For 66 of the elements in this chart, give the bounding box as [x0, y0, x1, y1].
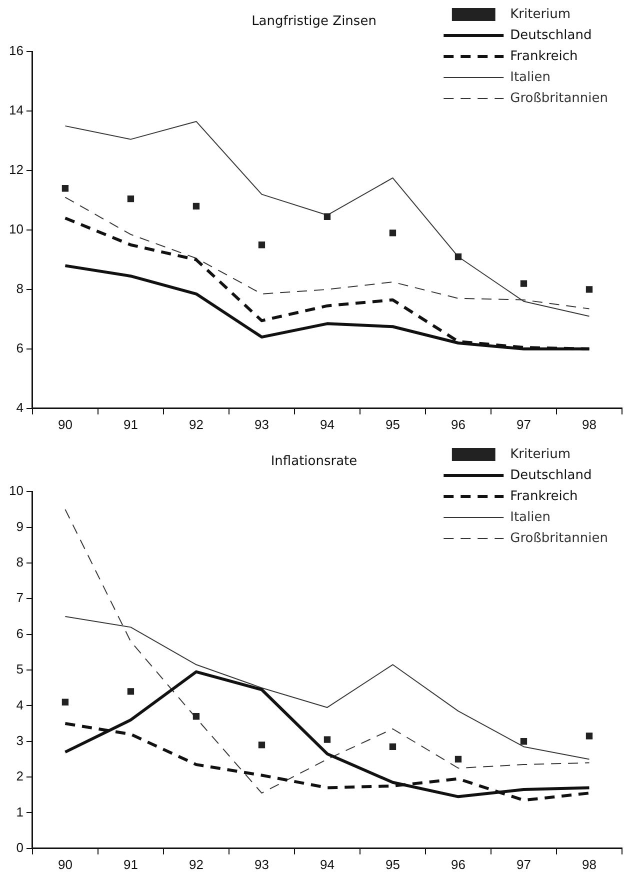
- x-tick-label: 93: [254, 416, 269, 432]
- x-tick-label: 96: [451, 416, 466, 432]
- x-tick-label: 95: [386, 856, 400, 872]
- x-tick-label: 97: [516, 416, 531, 432]
- x-tick-label: 90: [58, 416, 72, 432]
- x-tick-label: 94: [320, 416, 334, 432]
- x-tick-label: 98: [582, 416, 596, 432]
- y-tick-label: 14: [8, 102, 24, 118]
- x-tick-label: 92: [188, 856, 204, 872]
- y-tick-label: 6: [16, 340, 24, 356]
- x-tick-label: 95: [386, 416, 400, 432]
- point: [586, 732, 593, 740]
- point: [324, 213, 331, 220]
- legend-label: Kriterium: [510, 446, 571, 462]
- y-tick-label: 5: [16, 662, 24, 677]
- y-tick-label: 16: [8, 43, 24, 58]
- x-tick-label: 91: [123, 856, 138, 872]
- y-tick-label: 2: [16, 768, 24, 784]
- y-tick-label: 3: [16, 732, 24, 748]
- point: [62, 185, 69, 192]
- x-tick-label: 94: [320, 856, 334, 872]
- x-tick-label: 93: [254, 856, 269, 872]
- point: [520, 280, 528, 287]
- legend-label: Frankreich: [510, 488, 578, 504]
- point: [454, 253, 462, 260]
- point: [127, 688, 134, 695]
- legend-label: Deutschland: [510, 28, 592, 43]
- chart-title: Langfristige Zinsen: [252, 14, 376, 30]
- point: [389, 230, 396, 236]
- point: [520, 738, 528, 745]
- y-tick-label: 1: [16, 804, 24, 820]
- point: [454, 756, 462, 763]
- x-tick-label: 98: [582, 856, 596, 872]
- y-tick-label: 4: [16, 697, 24, 712]
- point: [324, 736, 331, 743]
- x-tick-label: 91: [123, 416, 138, 432]
- legend-label: Kriterium: [510, 6, 571, 22]
- legend-label: Italien: [510, 510, 550, 525]
- legend-label: Großbritannien: [510, 90, 608, 106]
- y-tick-label: 0: [16, 840, 24, 855]
- y-tick-label: 12: [8, 162, 24, 178]
- point: [192, 713, 200, 720]
- x-tick-label: 92: [188, 416, 204, 432]
- legend-label: Frankreich: [510, 48, 578, 64]
- legend-label: Großbritannien: [510, 530, 608, 546]
- y-tick-label: 8: [16, 281, 24, 296]
- point: [62, 698, 69, 706]
- point: [127, 195, 134, 202]
- point: [192, 202, 200, 210]
- y-tick-label: 7: [16, 590, 24, 606]
- y-tick-label: 10: [8, 222, 24, 237]
- chart-title: Inflationsrate: [270, 454, 358, 470]
- x-tick-label: 96: [451, 856, 466, 872]
- y-tick-label: 9: [16, 518, 24, 534]
- y-tick-label: 8: [16, 554, 24, 570]
- x-tick-label: 97: [516, 856, 531, 872]
- point: [586, 286, 593, 293]
- y-tick-label: 4: [16, 400, 24, 415]
- point: [389, 743, 396, 750]
- point: [258, 242, 266, 248]
- point: [258, 742, 266, 748]
- x-tick-label: 90: [58, 856, 72, 872]
- y-tick-label: 10: [8, 483, 24, 498]
- legend-label: Italien: [510, 70, 550, 85]
- y-tick-label: 6: [16, 626, 24, 641]
- legend-label: Deutschland: [510, 468, 592, 483]
